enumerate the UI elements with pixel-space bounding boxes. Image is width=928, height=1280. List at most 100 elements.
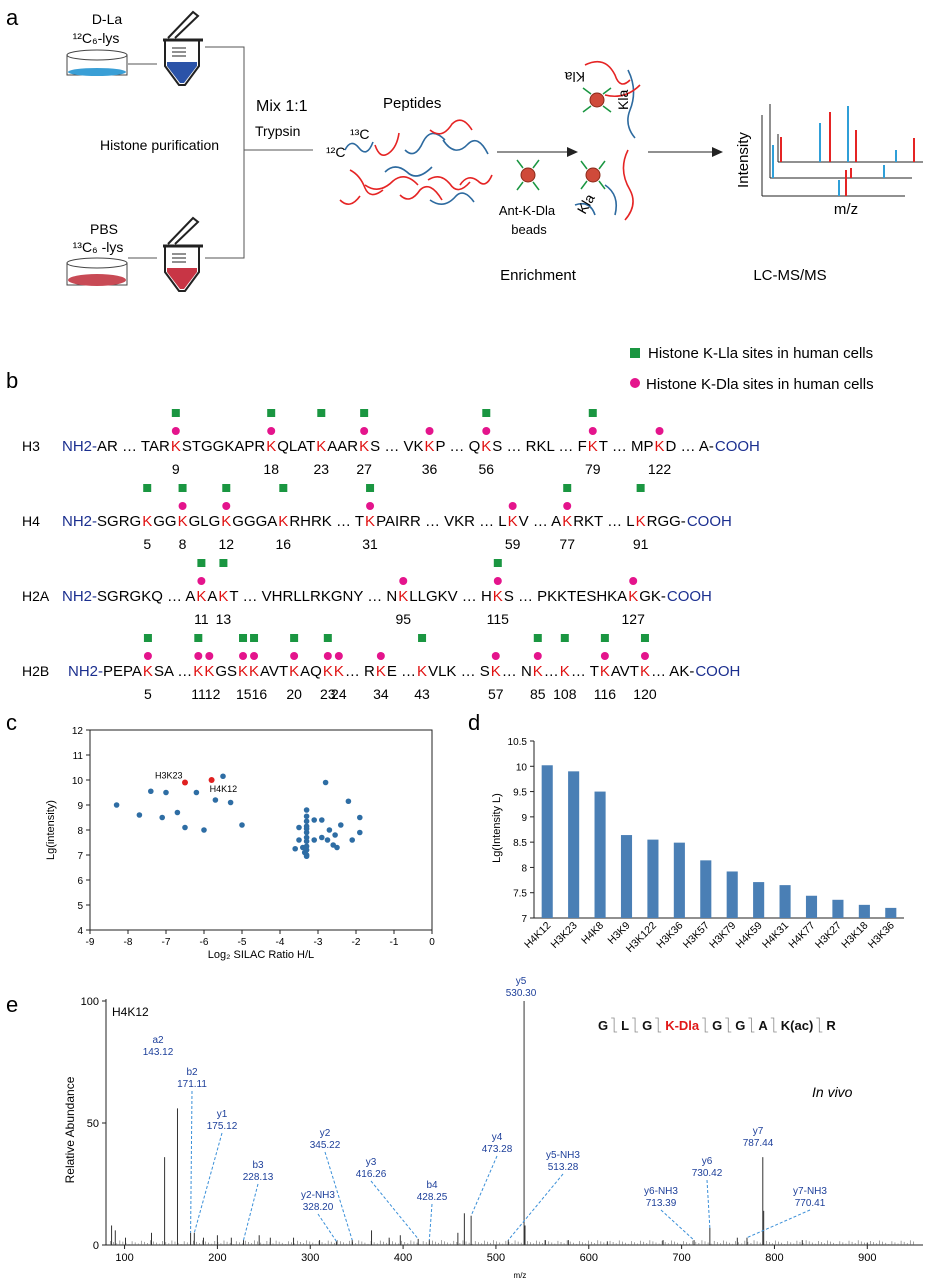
scatter-point bbox=[303, 813, 310, 820]
histone-name: H2A bbox=[22, 588, 50, 604]
sequence-segment: S … RKL … F bbox=[492, 438, 586, 455]
lysine-site: K bbox=[196, 588, 206, 605]
lla-site-marker bbox=[194, 634, 203, 642]
lysine-site: K bbox=[533, 663, 543, 680]
dla-site-marker bbox=[533, 652, 542, 660]
culture-dish-bottom bbox=[66, 257, 128, 286]
ion-label: b3 bbox=[252, 1160, 264, 1171]
histone-purification-label: Histone purification bbox=[100, 137, 219, 153]
scatter-ylabel: Lg(intensity) bbox=[45, 800, 57, 860]
lla-site-marker bbox=[560, 634, 569, 642]
top-sample-name: D-La bbox=[92, 11, 123, 27]
panel-label-b: b bbox=[6, 368, 18, 393]
dla-site-marker bbox=[629, 577, 638, 585]
scatter-point bbox=[182, 824, 188, 831]
lysine-site: K bbox=[636, 513, 646, 530]
ion-label: y7-NH3 bbox=[793, 1186, 827, 1197]
sequence-segment: … bbox=[544, 663, 559, 680]
terminus-label: COOH bbox=[687, 513, 732, 530]
fragment-bracket bbox=[725, 1017, 732, 1033]
site-number: 13 bbox=[216, 611, 232, 627]
y-tick-label: 7 bbox=[521, 914, 527, 925]
legend-lla-text: Histone K-Lla sites in human cells bbox=[648, 345, 873, 362]
ion-leader-line bbox=[660, 1209, 695, 1241]
scatter-point bbox=[311, 837, 318, 843]
lysine-site: K bbox=[560, 663, 570, 680]
lla-site-marker bbox=[563, 484, 572, 492]
fragment-bracket bbox=[748, 1017, 755, 1033]
terminus-label: NH2- bbox=[62, 438, 97, 455]
lla-site-marker bbox=[290, 634, 299, 642]
sequence-segment: GG bbox=[153, 513, 176, 530]
scatter-point bbox=[174, 809, 181, 816]
dla-site-marker bbox=[366, 502, 375, 510]
sequence-residue: G bbox=[642, 1018, 652, 1033]
trypsin-label: Trypsin bbox=[255, 123, 300, 139]
panel-a: a D-La ¹²C₆-lys PBS ¹³C₆ -lys bbox=[6, 5, 923, 292]
kla-label-top: Kla bbox=[615, 90, 631, 110]
sequence-segment: RGG- bbox=[647, 513, 686, 530]
scatter-point bbox=[303, 825, 310, 832]
lla-site-marker bbox=[600, 634, 609, 642]
site-number: 77 bbox=[559, 536, 575, 552]
dla-site-marker bbox=[491, 652, 500, 660]
bar bbox=[700, 860, 712, 918]
dla-site-marker bbox=[143, 652, 152, 660]
lla-site-marker bbox=[323, 634, 332, 642]
lysine-site: K bbox=[588, 438, 598, 455]
ion-mz: 473.28 bbox=[482, 1144, 513, 1155]
panel-label-d: d bbox=[468, 710, 480, 735]
dla-site-marker bbox=[194, 652, 203, 660]
bar-ylabel: Lg(Intensity L) bbox=[491, 793, 503, 863]
in-vivo-label: In vivo bbox=[812, 1084, 853, 1100]
ion-leader-line bbox=[428, 1203, 433, 1241]
site-number: 23 bbox=[314, 461, 330, 477]
dla-site-marker bbox=[205, 652, 214, 660]
lysine-site: K bbox=[600, 663, 610, 680]
scatter-axes: -9 -8 -7 -6 -5 -4 -3 -2 -1 0 4 5 6 7 8 9 10 11 12 bbox=[72, 726, 435, 948]
panel-e: e 0 50 100 100 200 300 400 500 600 700 800 900 a214… bbox=[6, 976, 923, 1280]
scatter-point bbox=[303, 818, 310, 825]
sequence-segment: SGRGKQ … A bbox=[97, 588, 195, 605]
site-number: 122 bbox=[648, 461, 672, 477]
sequence-segment: … N bbox=[502, 663, 532, 680]
fragment-bracket bbox=[611, 1017, 618, 1033]
lysine-site: K bbox=[221, 513, 231, 530]
sequence-segment: AVT bbox=[611, 663, 639, 680]
scatter-point bbox=[148, 788, 154, 795]
site-number: 85 bbox=[530, 686, 546, 702]
scatter-point bbox=[303, 853, 310, 860]
ion-label: a2 bbox=[152, 1035, 164, 1046]
y-tick-label: 4 bbox=[77, 926, 83, 937]
site-number: 127 bbox=[622, 611, 646, 627]
lysine-site: K bbox=[171, 438, 181, 455]
dla-site-marker bbox=[267, 427, 276, 435]
sequence-segment: S … PKKTESHKA bbox=[504, 588, 627, 605]
ion-label: y6 bbox=[702, 1156, 713, 1167]
highlight-label: H4K12 bbox=[210, 784, 238, 794]
sequence-segment: GK- bbox=[639, 588, 666, 605]
ion-leader-line bbox=[190, 1090, 193, 1233]
y-tick-label: 8.5 bbox=[513, 838, 527, 849]
lysine-site: K bbox=[142, 513, 152, 530]
y-tick-label: 8 bbox=[77, 826, 83, 837]
scatter-point bbox=[303, 807, 310, 813]
site-number: 31 bbox=[362, 536, 378, 552]
ion-label: y4 bbox=[492, 1132, 503, 1143]
spectrum-peaks bbox=[110, 1001, 914, 1245]
bar bbox=[541, 765, 553, 918]
dla-site-marker bbox=[197, 577, 206, 585]
y-tick-label: 100 bbox=[81, 996, 99, 1008]
x-tick-label: 400 bbox=[394, 1252, 412, 1264]
sequence-segment: QLAT bbox=[277, 438, 315, 455]
lla-site-marker bbox=[143, 484, 152, 492]
y-tick-label: 0 bbox=[93, 1240, 99, 1252]
y-tick-label: 10 bbox=[72, 776, 84, 787]
sequence-segment: GS bbox=[215, 663, 237, 680]
panel-label-a: a bbox=[6, 5, 19, 30]
ion-leader-line bbox=[746, 1209, 811, 1239]
sequence-segment: RHRK … T bbox=[289, 513, 364, 530]
dla-site-marker bbox=[334, 652, 343, 660]
